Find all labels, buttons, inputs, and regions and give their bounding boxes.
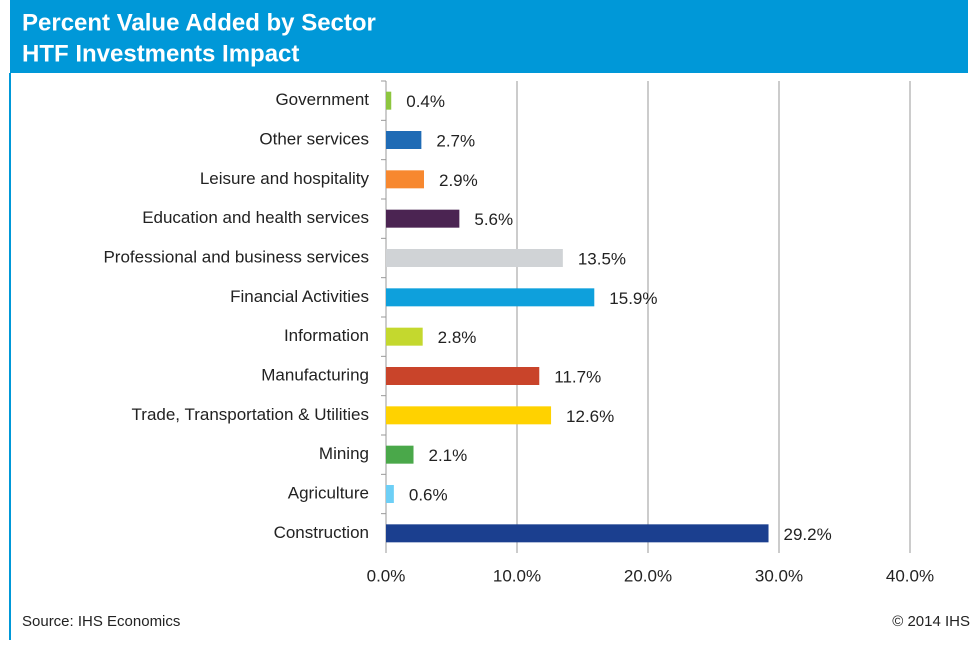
chart-title: Percent Value Added by Sector [22,9,376,36]
y-tick-label: Information [284,326,369,345]
y-tick-label: Construction [274,523,369,542]
value-label: 11.7% [554,367,601,386]
y-tick-label: Government [275,90,369,109]
y-tick-label: Trade, Transportation & Utilities [132,405,369,424]
y-tick-label: Leisure and hospitality [200,169,370,188]
bar [386,288,595,307]
y-tick-label: Professional and business services [103,247,369,266]
y-tick-label: Agriculture [288,483,369,502]
header [10,0,968,73]
bar [386,209,460,228]
value-label: 2.1% [429,446,468,465]
copyright: © 2014 IHS [892,613,970,630]
value-label: 5.6% [474,210,513,229]
y-tick-label: Education and health services [142,208,369,227]
bar [386,249,563,267]
value-label: 2.9% [439,171,478,190]
value-label: 12.6% [566,407,614,426]
y-tick-label: Other services [259,129,369,148]
bar [386,485,394,503]
source: Source: IHS Economics [22,613,180,630]
y-tick-label: Manufacturing [261,365,369,384]
x-tick-label: 30.0% [755,566,803,585]
bar [386,170,424,189]
value-label: 0.4% [406,92,445,111]
bar [386,445,414,464]
bar [386,406,552,425]
bar [386,367,540,385]
x-tick-label: 40.0% [886,566,934,585]
x-tick-label: 20.0% [624,566,672,585]
x-tick-label: 10.0% [493,566,541,585]
bar [386,327,423,346]
chart-subtitle: HTF Investments Impact [22,40,299,67]
bar [386,524,769,543]
value-label: 15.9% [609,289,657,308]
value-label: 0.6% [409,485,448,504]
y-tick-label: Mining [319,444,369,463]
value-label: 29.2% [784,525,832,544]
value-label: 2.8% [438,328,477,347]
bar [386,131,422,149]
y-tick-label: Financial Activities [230,287,369,306]
value-label: 2.7% [436,131,475,150]
value-label: 13.5% [578,249,626,268]
x-tick-label: 0.0% [367,566,406,585]
bar [386,91,392,110]
